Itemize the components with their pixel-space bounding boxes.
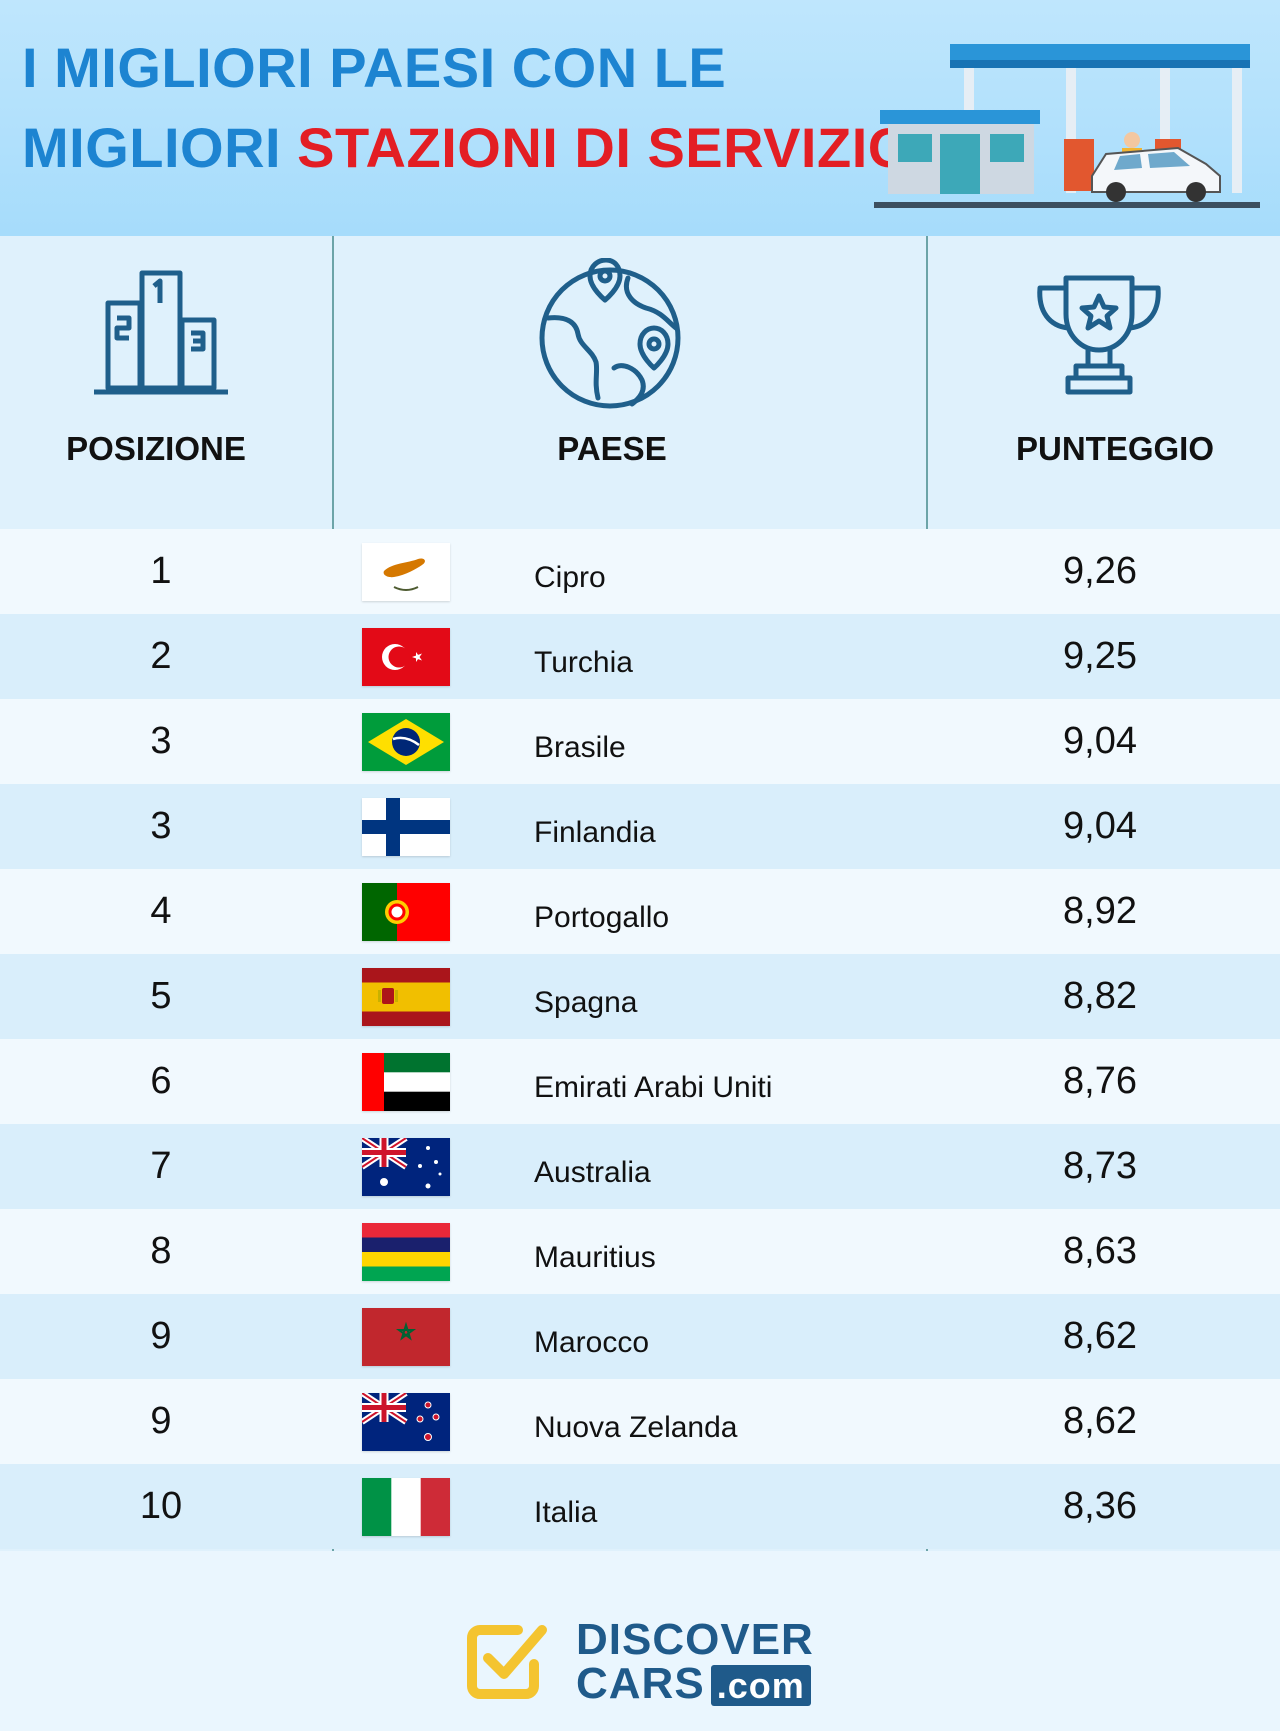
flag-australia-icon <box>362 1138 450 1196</box>
table-row: 10 Italia 8,36 <box>0 1464 1280 1549</box>
rank-position: 1 <box>150 550 172 592</box>
title-line-1: I MIGLIORI PAESI CON LE <box>22 36 727 99</box>
globe-icon <box>539 258 681 409</box>
table-row: 9 Marocco 8,62 <box>0 1294 1280 1379</box>
country-name: Australia <box>534 1156 651 1189</box>
table-row: 2 Turchia 9,25 <box>0 614 1280 699</box>
score-value: 8,73 <box>1063 1145 1137 1187</box>
column-header-position: POSIZIONE <box>66 430 246 467</box>
country-name: Brasile <box>534 731 626 764</box>
score-value: 9,26 <box>1063 550 1137 592</box>
discovercars-check-logo <box>467 1625 547 1699</box>
rank-position: 9 <box>150 1400 172 1442</box>
page-title: I MIGLIORI PAESI CON LE MIGLIORI STAZION… <box>22 28 912 188</box>
rank-position: 5 <box>150 975 172 1017</box>
table-row: 4 Portogallo 8,92 <box>0 869 1280 954</box>
title-line-2-blue: MIGLIORI <box>22 116 298 179</box>
trophy-icon <box>1037 275 1161 395</box>
logo-line-2-text: CARS <box>576 1659 705 1708</box>
table-row: 8 Mauritius 8,63 <box>0 1209 1280 1294</box>
score-value: 8,92 <box>1063 890 1137 932</box>
score-value: 9,04 <box>1063 805 1137 847</box>
rank-position: 7 <box>150 1145 172 1187</box>
rank-position: 9 <box>150 1315 172 1357</box>
flag-uae-icon <box>362 1053 450 1111</box>
flag-new-zealand-icon <box>362 1393 450 1451</box>
logo-suffix: .com <box>710 1665 811 1706</box>
country-name: Turchia <box>534 646 633 679</box>
country-name: Marocco <box>534 1326 650 1359</box>
table-row: 3 Finlandia 9,04 <box>0 784 1280 869</box>
score-value: 8,62 <box>1063 1315 1137 1357</box>
country-name: Cipro <box>534 561 606 594</box>
score-value: 8,76 <box>1063 1060 1137 1102</box>
rank-position: 3 <box>150 805 172 847</box>
table-row: 9 Nuova Zelanda 8,62 <box>0 1379 1280 1464</box>
logo-line-2: CARS .com <box>576 1662 814 1708</box>
podium-icon <box>94 270 228 395</box>
flag-brazil-icon <box>362 713 450 771</box>
column-header-country: PAESE <box>557 430 667 467</box>
logo-line-1: DISCOVER <box>576 1615 814 1664</box>
flag-turkey-icon <box>362 628 450 686</box>
country-name: Nuova Zelanda <box>534 1411 738 1444</box>
score-value: 9,04 <box>1063 720 1137 762</box>
flag-morocco-icon <box>362 1308 450 1366</box>
table-row: 1 Cipro 9,26 <box>0 529 1280 614</box>
table-rows: 1 Cipro 9,26 2 Turchia 9,25 3 Brasile 9,04 3 Finla… <box>0 529 1280 1549</box>
score-value: 8,63 <box>1063 1230 1137 1272</box>
column-header-score: PUNTEGGIO <box>1015 430 1215 467</box>
table-row: 3 Brasile 9,04 <box>0 699 1280 784</box>
flag-mauritius-icon <box>362 1223 450 1281</box>
rank-position: 8 <box>150 1230 172 1272</box>
rank-position: 2 <box>150 635 172 677</box>
title-line-2: MIGLIORI STAZIONI DI SERVIZIO <box>22 108 912 188</box>
country-name: Italia <box>534 1496 598 1529</box>
country-name: Emirati Arabi Uniti <box>534 1071 773 1104</box>
flag-cyprus-icon <box>362 543 450 601</box>
gas-station-illustration <box>874 44 1260 208</box>
score-value: 8,82 <box>1063 975 1137 1017</box>
table-row: 7 Australia 8,73 <box>0 1124 1280 1209</box>
rank-position: 10 <box>139 1485 183 1527</box>
discovercars-logo-text: DISCOVER CARS .com <box>576 1618 814 1708</box>
flag-spain-icon <box>362 968 450 1026</box>
rank-position: 6 <box>150 1060 172 1102</box>
score-value: 9,25 <box>1063 635 1137 677</box>
country-name: Finlandia <box>534 816 656 849</box>
score-value: 8,36 <box>1063 1485 1137 1527</box>
table-row: 5 Spagna 8,82 <box>0 954 1280 1039</box>
country-name: Spagna <box>534 986 638 1019</box>
title-line-2-red: STAZIONI DI SERVIZIO <box>297 116 912 179</box>
rank-position: 4 <box>150 890 172 932</box>
flag-portugal-icon <box>362 883 450 941</box>
score-value: 8,62 <box>1063 1400 1137 1442</box>
footer <box>0 1551 1280 1731</box>
country-name: Portogallo <box>534 901 670 934</box>
flag-finland-icon <box>362 798 450 856</box>
table-row: 6 Emirati Arabi Uniti 8,76 <box>0 1039 1280 1124</box>
flag-italy-icon <box>362 1478 450 1536</box>
rank-position: 3 <box>150 720 172 762</box>
country-name: Mauritius <box>534 1241 656 1274</box>
